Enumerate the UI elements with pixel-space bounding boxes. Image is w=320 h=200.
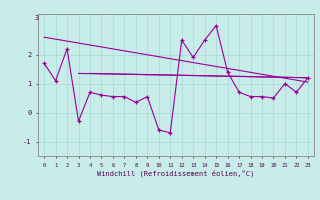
X-axis label: Windchill (Refroidissement éolien,°C): Windchill (Refroidissement éolien,°C) bbox=[97, 169, 255, 177]
Text: 3: 3 bbox=[34, 15, 38, 21]
